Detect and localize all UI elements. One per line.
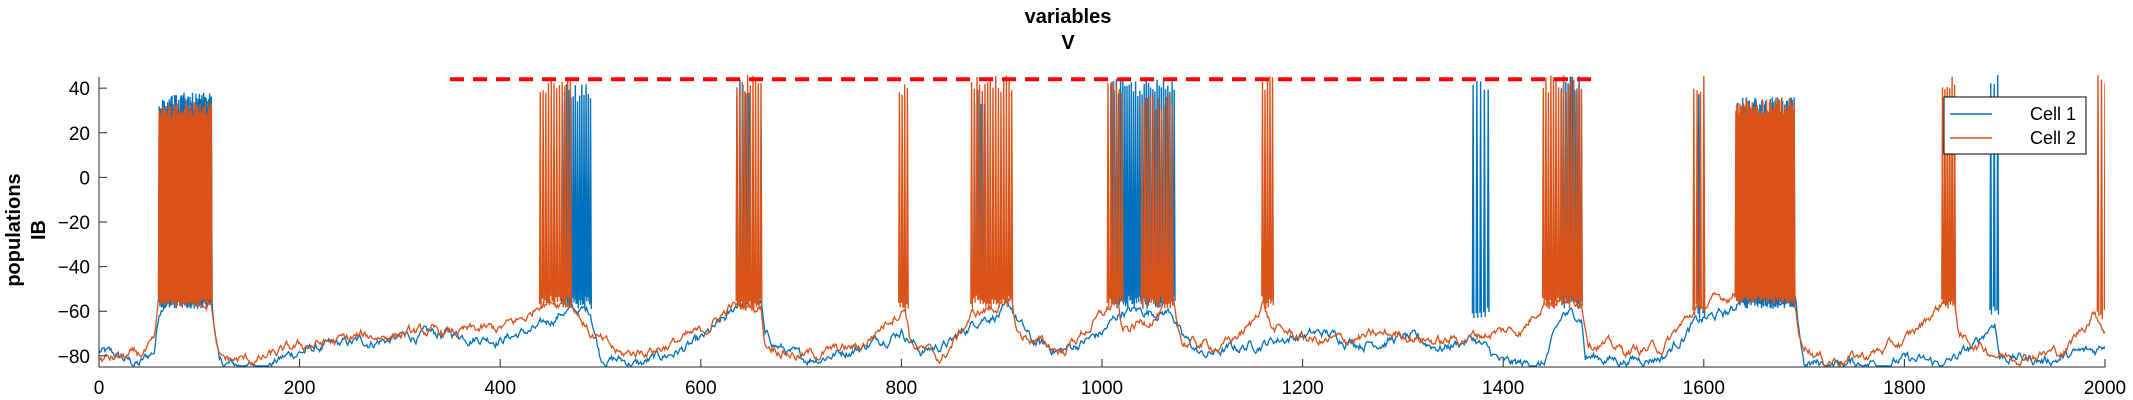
x-tick-label: 1800 [1883,378,1925,399]
series-1-burst-6 [1471,81,1490,319]
series-2-burst-4 [898,84,909,313]
series-2-burst-12 [1941,76,1957,309]
series-2-burst-1 [157,101,213,307]
x-tick-label: 800 [886,378,918,399]
series-2-burst-10 [1692,75,1706,315]
x-tick-label: 1200 [1281,378,1323,399]
chart-title-line-1: variables [1025,6,1112,28]
series-2-burst-7 [1140,94,1174,309]
legend: Cell 1 Cell 2 [1943,96,2087,155]
plot-area [99,75,2105,368]
legend-label-cell-2: Cell 2 [2030,128,2076,148]
x-tick-label: 600 [685,378,717,399]
x-tick-label: 400 [484,378,516,399]
x-tick-label: 1400 [1482,378,1524,399]
y-tick-label: 20 [69,124,90,145]
series-2-burst-11 [1734,97,1796,305]
series-2-burst-8 [1261,76,1274,309]
y-tick-label: −60 [58,302,90,323]
axes: 0 200 400 600 800 1000 1200 1400 1600 1800 2000−80… [58,77,2126,399]
y-axis-label-line-2: IB [28,220,50,240]
series-1-burst-10 [1989,75,2000,315]
series-2-burst-13 [2096,75,2105,320]
series-1 [99,75,2105,368]
legend-box [1943,96,2087,155]
y-tick-label: 0 [79,168,90,189]
x-tick-label: 2000 [2084,378,2126,399]
legend-label-cell-1: Cell 1 [2030,104,2076,124]
series-2-burst-5 [970,75,1014,309]
y-tick-label: −80 [58,347,90,368]
x-tick-label: 1600 [1683,378,1725,399]
chart-title-line-2: V [1061,32,1075,54]
series-2-trace [99,282,2105,368]
y-tick-label: −40 [58,258,90,279]
series-1-trace [99,287,2105,368]
x-tick-label: 200 [284,378,316,399]
x-tick-label: 0 [94,378,105,399]
y-tick-label: 40 [69,79,90,100]
series-2 [99,75,2105,368]
y-axis-label-line-1: populations [3,173,25,286]
y-tick-label: −20 [58,213,90,234]
x-tick-label: 1000 [1081,378,1123,399]
series-2-burst-6 [1106,80,1124,308]
